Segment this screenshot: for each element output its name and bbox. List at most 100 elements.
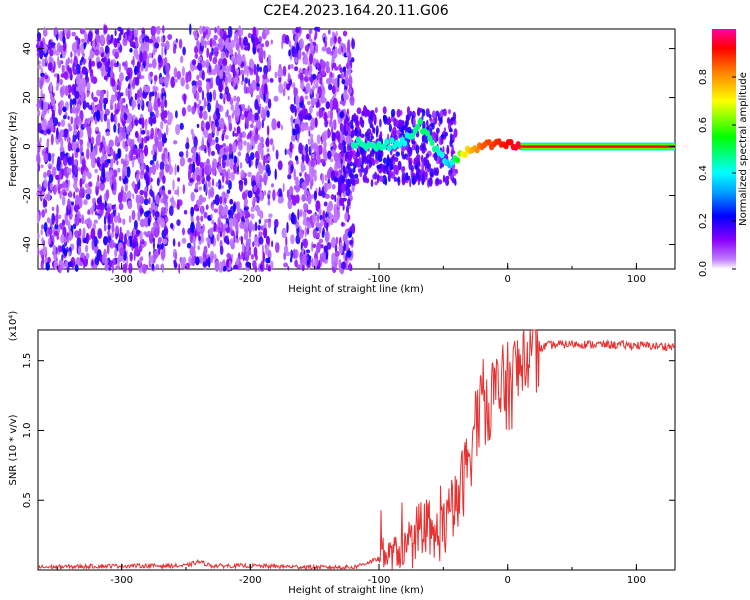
noise-speck [114, 51, 119, 59]
noise-speck [61, 65, 64, 74]
noise-speck [386, 157, 392, 167]
noise-speck [91, 91, 94, 100]
noise-speck [352, 129, 356, 136]
noise-speck [72, 223, 77, 230]
noise-speck [211, 150, 215, 156]
noise-speck [129, 30, 134, 37]
noise-speck [211, 220, 215, 225]
noise-speck [92, 40, 96, 49]
noise-speck [300, 121, 305, 132]
noise-speck [354, 173, 359, 179]
noise-speck [221, 133, 225, 142]
noise-speck [94, 49, 100, 56]
noise-speck [346, 250, 352, 258]
noise-speck [141, 40, 146, 48]
noise-speck [185, 149, 189, 159]
noise-speck [281, 39, 284, 50]
noise-speck [215, 75, 221, 86]
noise-speck [132, 193, 135, 199]
noise-speck [139, 189, 145, 196]
noise-speck [105, 263, 108, 272]
snr-y-label: SNR (10 * v/v) [8, 414, 19, 485]
noise-speck [219, 196, 223, 205]
noise-speck [106, 257, 109, 265]
noise-speck [153, 100, 159, 112]
noise-speck [111, 94, 117, 102]
signal-point [409, 132, 416, 140]
noise-speck [382, 174, 387, 185]
noise-speck [314, 258, 318, 269]
noise-speck [87, 186, 91, 194]
noise-speck [221, 263, 224, 271]
noise-speck [219, 231, 223, 238]
noise-speck [80, 167, 84, 175]
noise-speck [190, 221, 195, 234]
noise-speck [39, 250, 44, 256]
noise-speck [247, 32, 252, 39]
noise-speck [97, 160, 100, 167]
noise-speck [218, 118, 223, 125]
noise-speck [119, 92, 124, 97]
noise-speck [321, 251, 327, 263]
snr-y-tick-label: 0.5 [22, 492, 33, 508]
noise-speck [233, 57, 239, 65]
noise-speck [129, 251, 133, 262]
noise-speck [436, 127, 440, 134]
noise-speck [291, 194, 297, 206]
noise-speck [160, 100, 164, 107]
noise-speck [288, 64, 291, 70]
noise-speck [314, 117, 318, 128]
noise-speck [161, 242, 164, 250]
noise-speck [260, 136, 264, 145]
noise-speck [81, 158, 86, 167]
noise-speck [370, 158, 374, 163]
noise-speck [401, 125, 405, 136]
noise-speck [367, 133, 371, 141]
noise-speck [210, 213, 213, 219]
noise-speck [206, 47, 210, 58]
noise-speck [233, 95, 237, 102]
noise-speck [248, 156, 252, 168]
noise-speck [403, 124, 408, 131]
noise-speck [263, 65, 269, 76]
colorbar-label: Normalized spectral amplitude [738, 72, 749, 226]
noise-speck [213, 47, 219, 52]
noise-speck [226, 239, 230, 245]
noise-speck [88, 58, 92, 71]
noise-speck [344, 212, 349, 222]
noise-speck [116, 37, 120, 44]
noise-speck [78, 228, 82, 237]
noise-speck [310, 97, 316, 107]
noise-speck [261, 119, 264, 129]
noise-speck [165, 163, 170, 173]
noise-speck [174, 251, 178, 261]
noise-speck [251, 81, 254, 86]
noise-speck [63, 114, 67, 120]
noise-speck [370, 179, 374, 188]
noise-speck [80, 90, 85, 102]
noise-speck [37, 163, 41, 172]
noise-speck [43, 178, 48, 189]
noise-speck [310, 65, 313, 73]
noise-speck [163, 119, 168, 124]
noise-speck [125, 153, 128, 161]
noise-speck [174, 189, 179, 195]
noise-speck [68, 125, 73, 132]
noise-speck [331, 132, 336, 142]
noise-speck [218, 81, 223, 93]
noise-speck [150, 255, 154, 263]
noise-speck [191, 147, 196, 154]
noise-speck [223, 223, 229, 229]
noise-speck [189, 231, 193, 244]
noise-speck [390, 171, 396, 179]
noise-speck [242, 242, 245, 254]
noise-speck [240, 43, 244, 49]
noise-speck [78, 128, 84, 139]
snr-panel: -300 -200 -100 0 100 0.5 1.0 1.5 Height of str… [8, 311, 676, 596]
noise-speck [117, 212, 121, 224]
noise-speck [40, 228, 43, 236]
noise-speck [145, 135, 150, 142]
noise-speck [213, 34, 218, 41]
noise-speck [62, 182, 68, 188]
noise-speck [428, 177, 433, 187]
